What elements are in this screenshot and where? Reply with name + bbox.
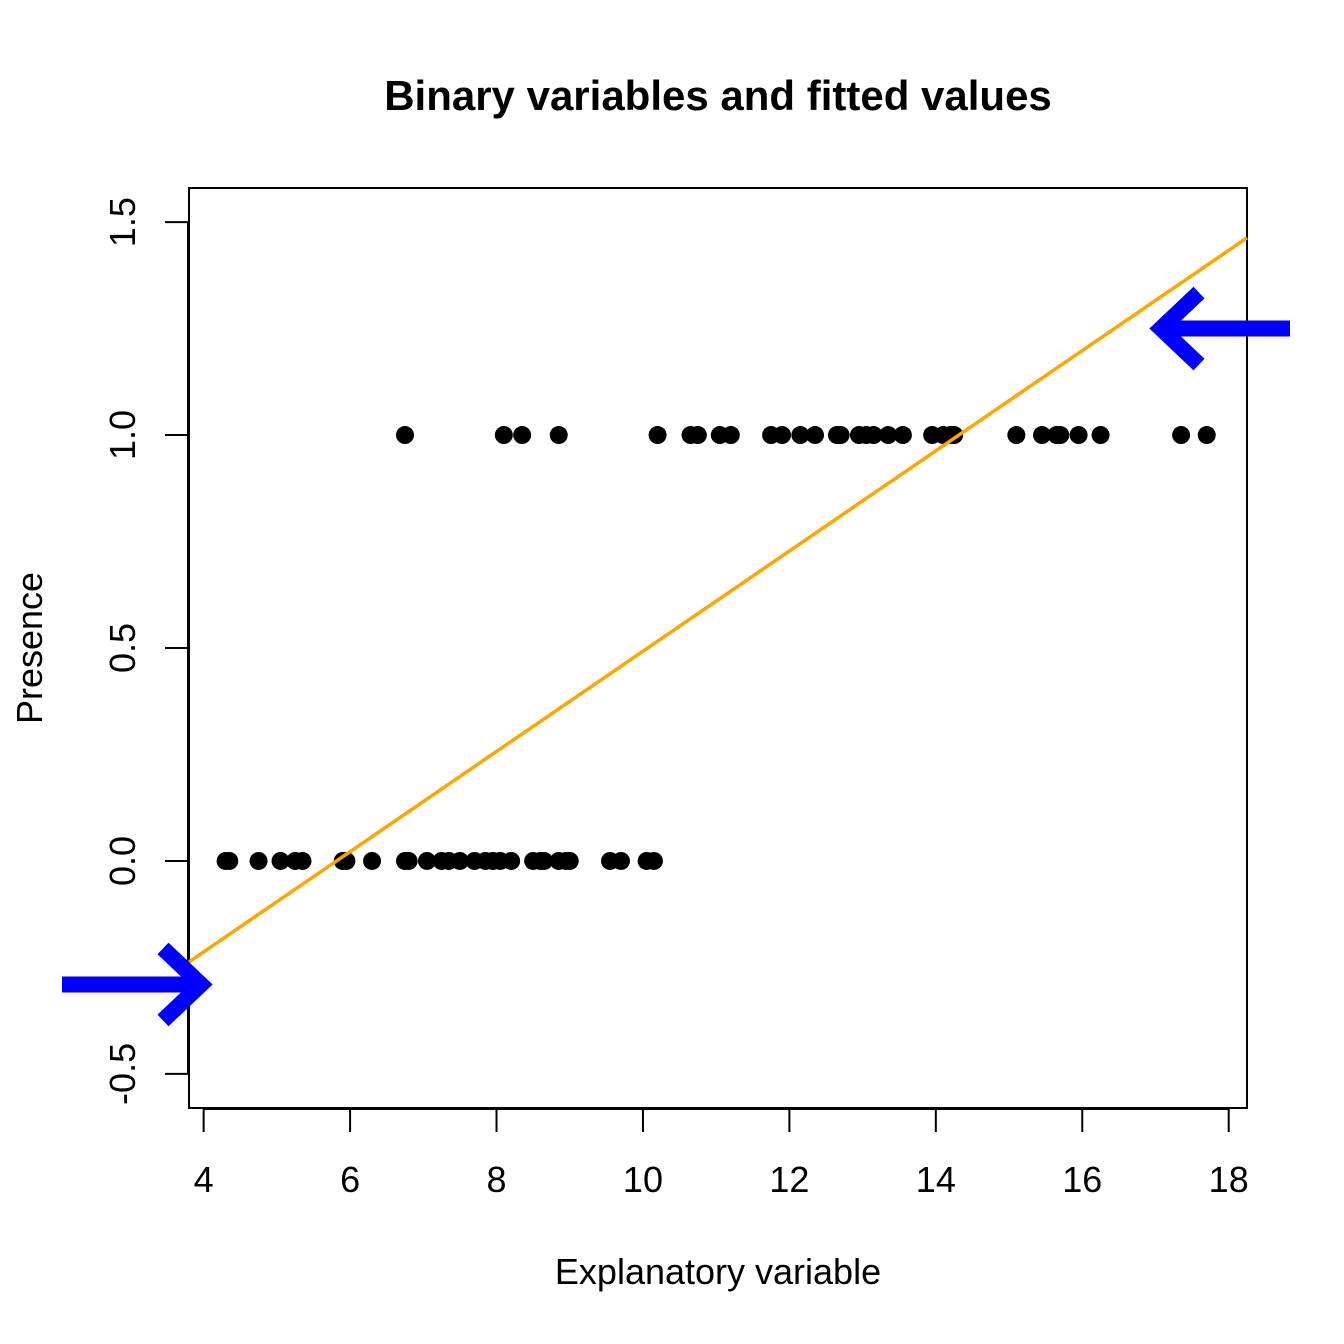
x-tick-label: 12 [769,1159,809,1200]
annotation-arrows [62,286,1290,1027]
arrow-left-icon [1149,286,1290,371]
data-point [363,851,382,870]
data-point [271,851,290,870]
data-point [688,426,707,445]
data-point [549,426,568,445]
data-point [1091,426,1110,445]
data-point [791,426,810,445]
chart-title: Binary variables and fitted values [384,72,1052,119]
y-axis-label: Presence [9,572,50,724]
fitted-line-group [188,236,1248,964]
data-point [721,426,740,445]
x-tick-label: 6 [340,1159,360,1200]
x-tick-label: 4 [194,1159,214,1200]
data-point [1172,426,1191,445]
data-point [399,851,418,870]
x-axis: 4 6 8 10 12 14 16 18 [194,1108,1249,1200]
x-tick-label: 8 [486,1159,506,1200]
data-point [1051,426,1070,445]
data-point [1069,426,1088,445]
data-point [879,426,898,445]
data-point [249,851,268,870]
x-axis-label: Explanatory variable [555,1251,881,1292]
data-point [1007,426,1026,445]
arrow-right-icon [62,942,213,1027]
data-point [502,851,521,870]
y-tick-label: 1.0 [102,410,143,460]
y-tick-label: 1.5 [102,197,143,247]
data-point [494,426,513,445]
data-point [806,426,825,445]
data-point [560,851,579,870]
x-tick-label: 18 [1209,1159,1249,1200]
data-point [535,851,554,870]
fitted-line [188,236,1248,964]
x-tick-label: 14 [916,1159,956,1200]
data-point [1197,426,1216,445]
data-point [513,426,532,445]
x-tick-label: 10 [623,1159,663,1200]
data-point [220,851,239,870]
y-axis: -0.5 0.0 0.5 1.0 1.5 [102,197,189,1105]
plot-frame [188,187,1248,1109]
data-point [417,851,436,870]
data-point [395,426,414,445]
data-point [611,851,630,870]
y-tick-label: 0.5 [102,623,143,673]
data-point [1032,426,1051,445]
y-tick-label: 0.0 [102,836,143,886]
data-points [216,426,1216,870]
x-tick-label: 16 [1062,1159,1102,1200]
data-point [773,426,792,445]
data-point [644,851,663,870]
data-point [831,426,850,445]
data-point [864,426,883,445]
data-point [648,426,667,445]
data-point [293,851,312,870]
y-tick-label: -0.5 [102,1043,143,1105]
data-point [893,426,912,445]
data-point [450,851,469,870]
